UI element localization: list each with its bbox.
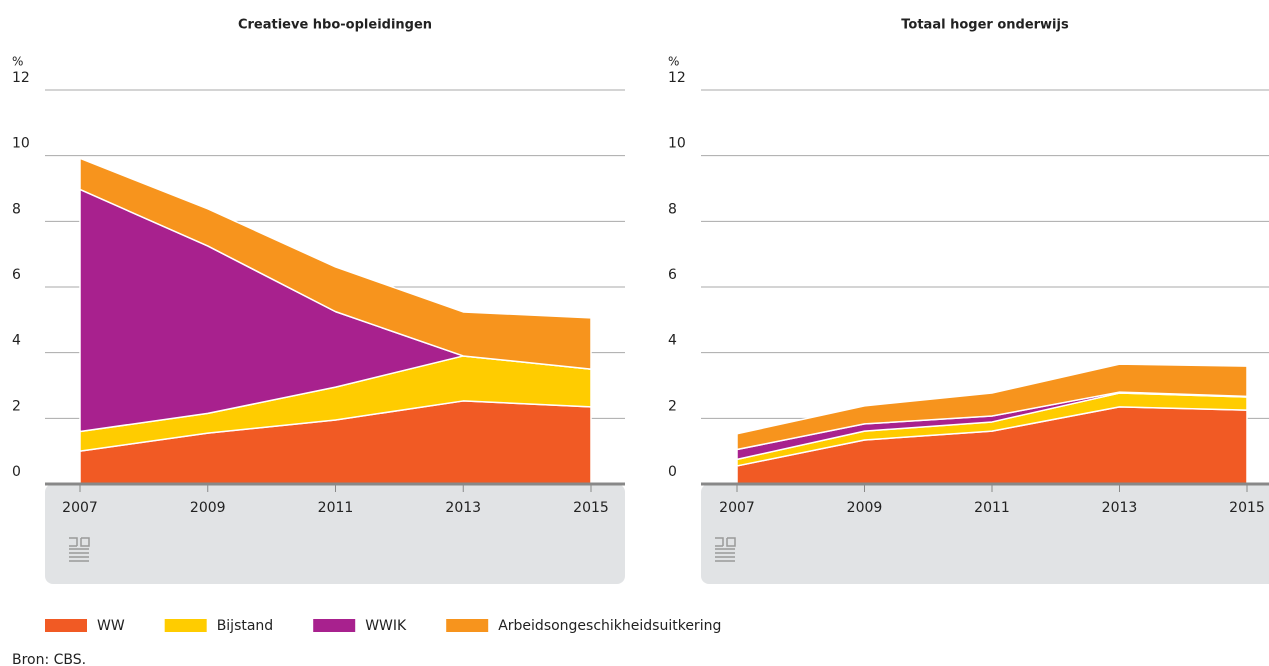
axis-panel bbox=[45, 484, 625, 584]
x-tick-label: 2015 bbox=[1229, 500, 1265, 516]
y-tick-label: 10 bbox=[12, 136, 30, 152]
x-tick-label: 2007 bbox=[62, 500, 98, 516]
x-tick-label: 2015 bbox=[573, 500, 609, 516]
y-tick-label: 4 bbox=[668, 333, 677, 349]
y-tick-label: 8 bbox=[12, 201, 21, 217]
y-tick-label: 6 bbox=[668, 267, 677, 283]
source: Bron: CBS. bbox=[12, 652, 86, 666]
legend-swatch bbox=[45, 619, 87, 632]
y-tick-label: 12 bbox=[12, 70, 30, 86]
y-tick-label: 6 bbox=[12, 267, 21, 283]
y-tick-label: 10 bbox=[668, 136, 686, 152]
y-tick-label: 0 bbox=[12, 464, 21, 480]
x-tick-label: 2013 bbox=[445, 500, 481, 516]
x-tick-label: 2011 bbox=[318, 500, 354, 516]
chart-title: Totaal hoger onderwijs bbox=[901, 18, 1069, 33]
area bbox=[736, 363, 1248, 451]
y-axis-label: % bbox=[12, 55, 23, 69]
x-tick-label: 2013 bbox=[1102, 500, 1138, 516]
area bbox=[79, 157, 592, 370]
y-axis-label: % bbox=[668, 55, 679, 69]
legend-swatch bbox=[164, 619, 207, 632]
y-tick-label: 12 bbox=[668, 70, 686, 86]
y-tick-label: 2 bbox=[12, 398, 21, 414]
legend-label: WWIK bbox=[365, 618, 407, 634]
chart-title: Creatieve hbo-opleidingen bbox=[238, 18, 432, 33]
x-tick-label: 2009 bbox=[847, 500, 883, 516]
y-tick-label: 0 bbox=[668, 464, 677, 480]
legend-label: Bijstand bbox=[217, 618, 274, 634]
legend-label: Arbeidsongeschikheidsuitkering bbox=[498, 618, 721, 634]
cbs-logo bbox=[715, 537, 736, 562]
cbs-logo bbox=[69, 537, 90, 562]
legend-swatch bbox=[313, 619, 356, 632]
legend-label: WW bbox=[97, 618, 125, 634]
x-tick-label: 2007 bbox=[719, 500, 755, 516]
y-tick-label: 4 bbox=[12, 333, 21, 349]
legend-swatch bbox=[446, 619, 489, 632]
y-tick-label: 2 bbox=[668, 398, 677, 414]
axis-panel bbox=[701, 484, 1269, 584]
x-tick-label: 2009 bbox=[190, 500, 226, 516]
y-tick-label: 8 bbox=[668, 201, 677, 217]
x-tick-label: 2011 bbox=[974, 500, 1010, 516]
